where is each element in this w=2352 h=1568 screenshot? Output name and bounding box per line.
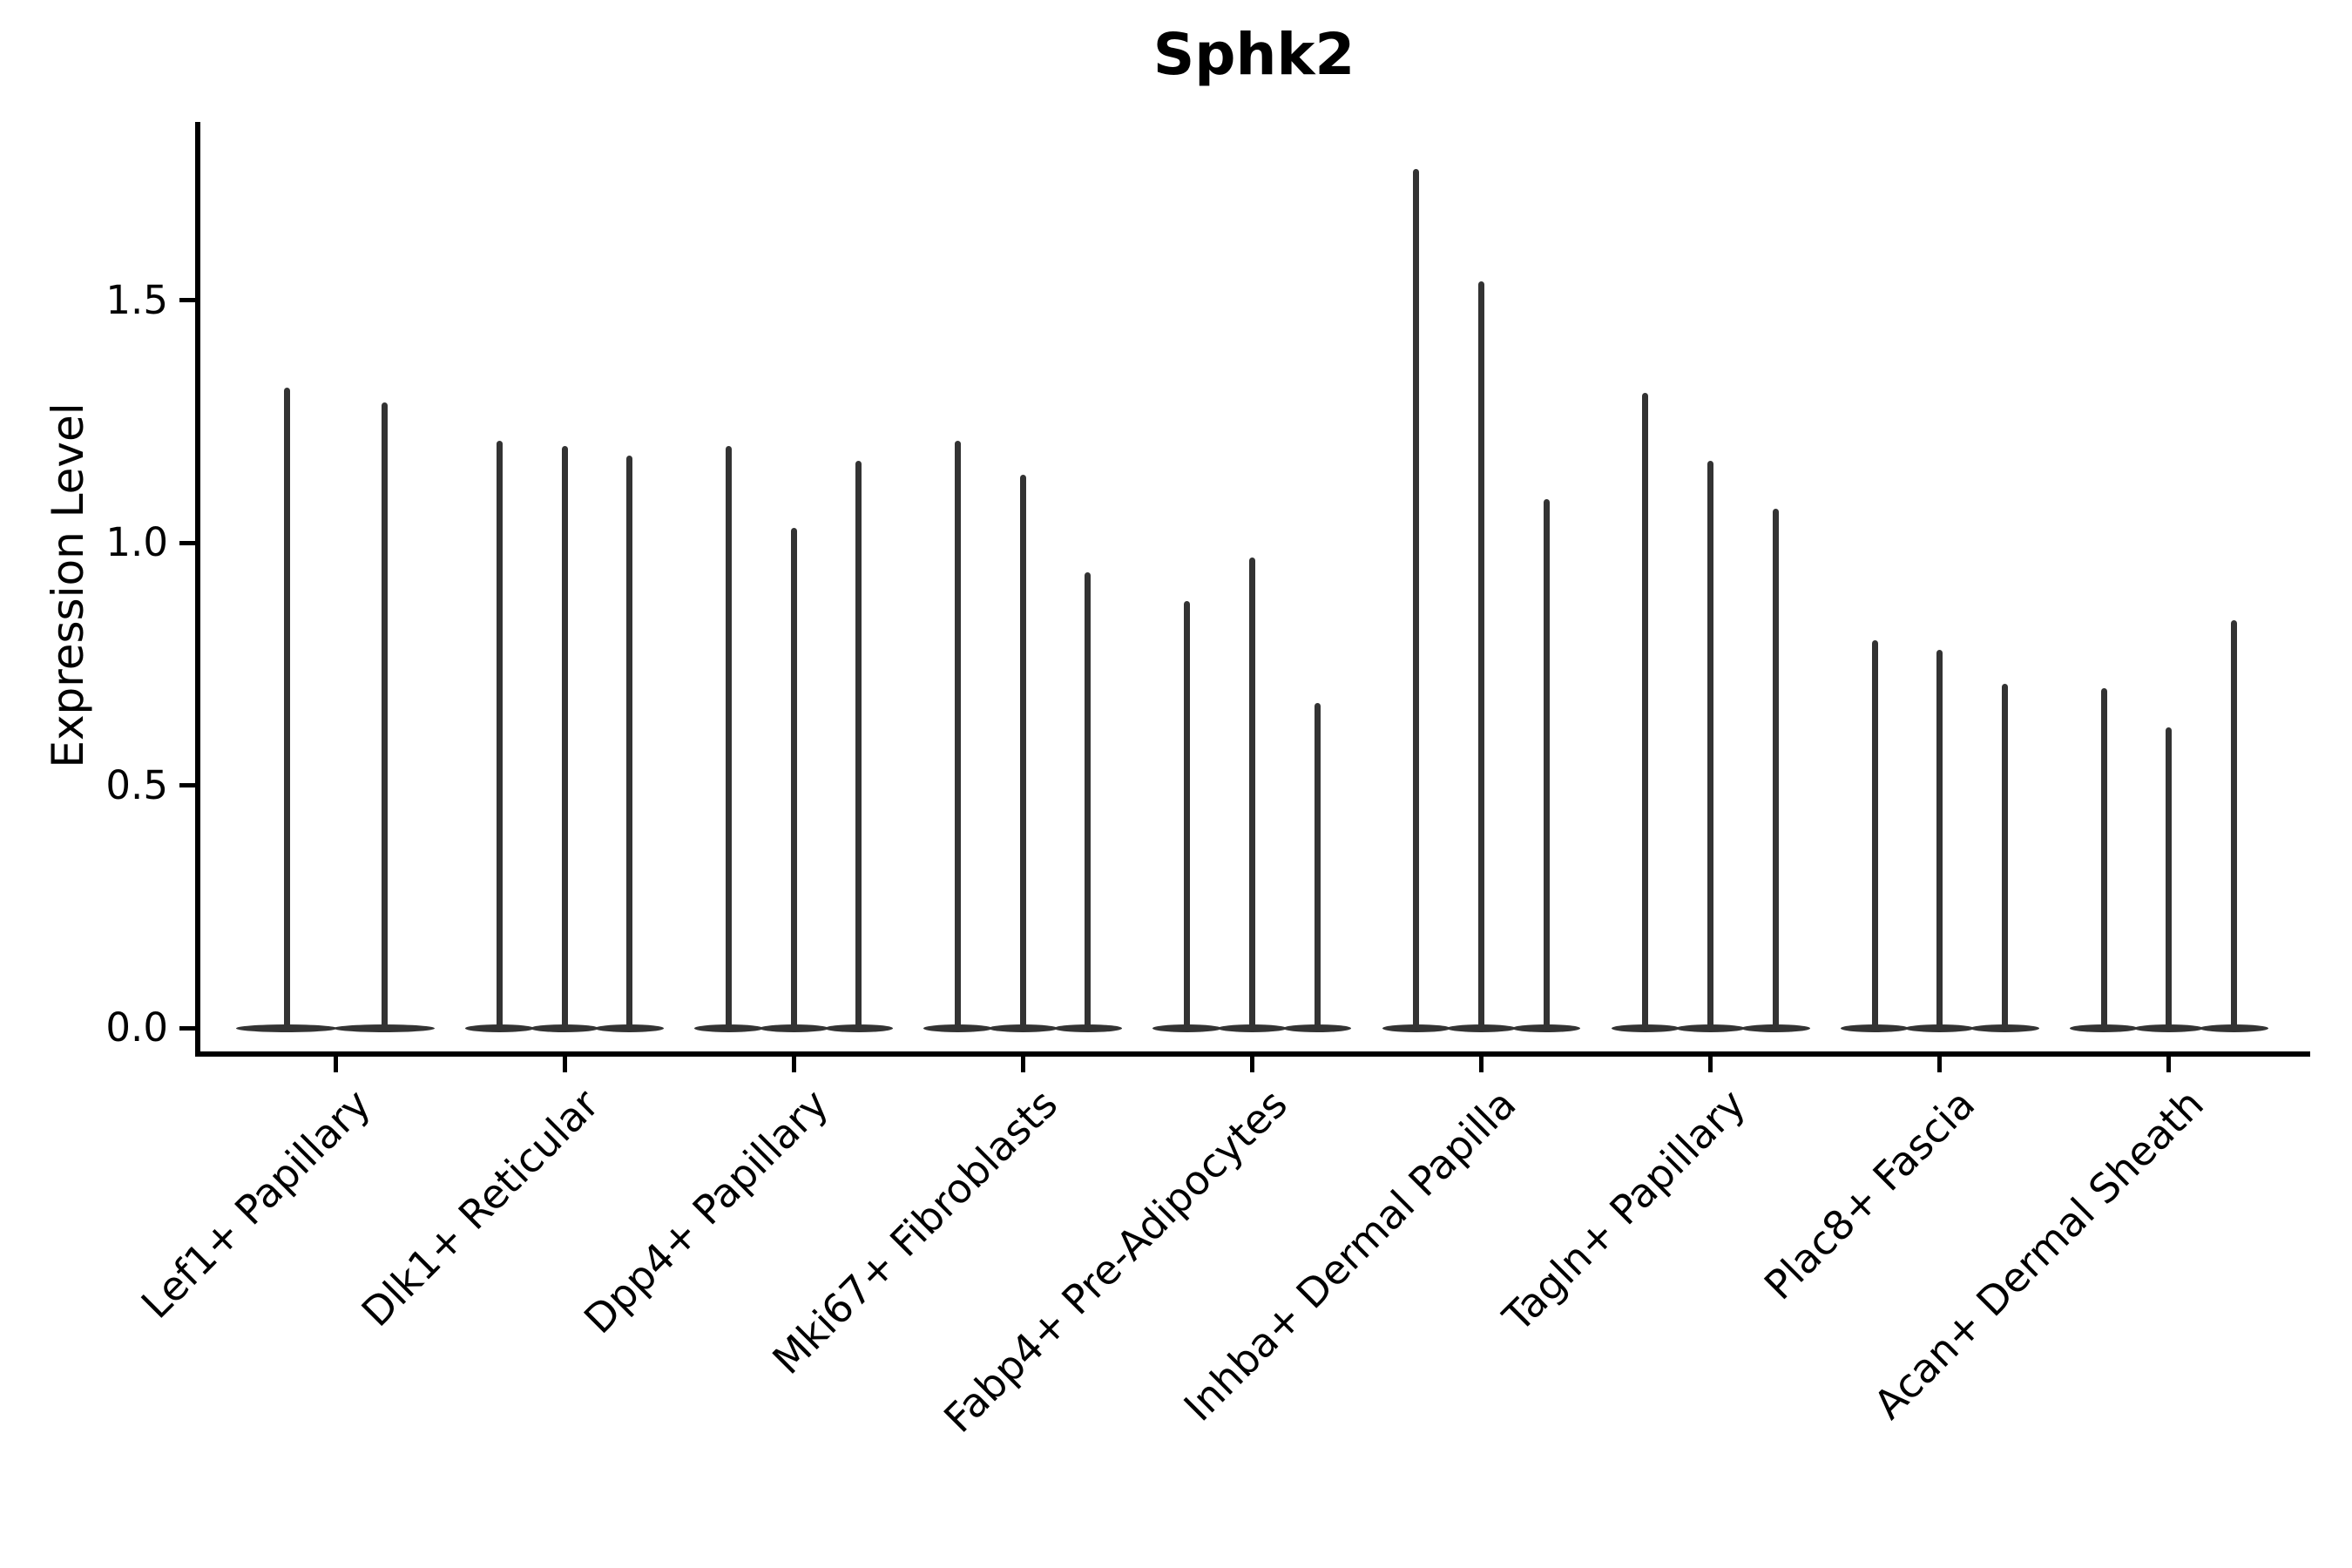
- violin-spike: [2230, 620, 2237, 1030]
- violin-spike: [855, 460, 862, 1030]
- y-tick: [179, 298, 195, 303]
- x-tick: [1479, 1057, 1484, 1072]
- violin-spike: [1019, 475, 1026, 1030]
- y-tick-label: 1.0: [105, 519, 168, 566]
- violin-spike: [1478, 280, 1484, 1030]
- violin-spike: [790, 528, 797, 1030]
- violin-spike: [381, 402, 388, 1030]
- x-tick: [2166, 1057, 2172, 1072]
- y-tick-label: 0.5: [105, 761, 168, 808]
- x-tick: [1020, 1057, 1025, 1072]
- x-tick: [1249, 1057, 1254, 1072]
- y-tick: [179, 540, 195, 545]
- violin-spike: [1413, 169, 1420, 1030]
- violin-spike: [1936, 649, 1943, 1030]
- violin-spike: [1772, 509, 1779, 1030]
- x-tick: [1708, 1057, 1713, 1072]
- x-tick: [1937, 1057, 1943, 1072]
- violin-spike: [561, 445, 568, 1030]
- x-tick: [562, 1057, 567, 1072]
- violin-spike: [1871, 639, 1878, 1030]
- violin-spike: [1248, 557, 1255, 1030]
- y-tick-label: 0.0: [105, 1004, 168, 1051]
- x-tick: [333, 1057, 338, 1072]
- y-axis-spine: [195, 122, 200, 1057]
- y-axis-label: Expression Level: [43, 402, 93, 768]
- violin-spike: [2166, 727, 2173, 1030]
- x-tick-label-text: Dlk1+ Reticular: [353, 1080, 609, 1336]
- x-axis-spine: [195, 1051, 2310, 1057]
- violin-spike: [955, 441, 962, 1030]
- violin-spike: [626, 455, 633, 1030]
- violin-spike: [726, 445, 733, 1030]
- violin-spike: [1085, 571, 1092, 1030]
- violin-spike: [1184, 601, 1191, 1030]
- x-tick-label-text: Tagln+ Papillary: [1493, 1080, 1754, 1341]
- x-tick-label-text: Plac8+ Fascia: [1754, 1080, 1984, 1309]
- y-tick-label: 1.5: [105, 276, 168, 323]
- violin-spike: [1642, 392, 1649, 1030]
- violin-spike: [496, 441, 503, 1030]
- y-tick: [179, 1025, 195, 1031]
- x-tick-label-text: Lef1+ Papillary: [132, 1080, 380, 1328]
- violin-spike: [1543, 499, 1550, 1030]
- violin-spike: [1314, 702, 1321, 1030]
- x-tick: [791, 1057, 796, 1072]
- violin-spike: [2100, 688, 2107, 1030]
- chart-title: Sphk2: [1152, 21, 1355, 88]
- y-tick: [179, 783, 195, 788]
- violin-spike: [283, 388, 290, 1030]
- violin-spike: [1707, 460, 1714, 1030]
- violin-spike: [2001, 683, 2008, 1030]
- x-tick-label-text: Dpp4+ Papillary: [575, 1080, 838, 1343]
